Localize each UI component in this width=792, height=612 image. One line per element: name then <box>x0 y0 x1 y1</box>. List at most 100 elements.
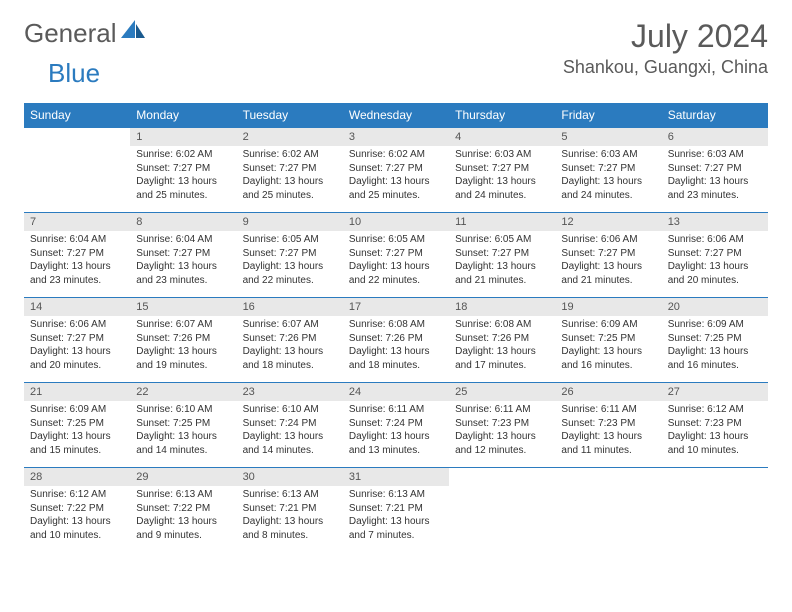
daylight-line: Daylight: 13 hours and 18 minutes. <box>243 345 337 372</box>
day-number-cell: 16 <box>237 298 343 317</box>
daylight-line: Daylight: 13 hours and 22 minutes. <box>243 260 337 287</box>
day-header: Thursday <box>449 103 555 128</box>
day-header: Sunday <box>24 103 130 128</box>
sunrise-line: Sunrise: 6:06 AM <box>561 233 655 247</box>
day-number-row: 28293031 <box>24 468 768 487</box>
daylight-line: Daylight: 13 hours and 25 minutes. <box>136 175 230 202</box>
day-body-cell: Sunrise: 6:06 AMSunset: 7:27 PMDaylight:… <box>24 316 130 383</box>
logo-text-blue: Blue <box>48 58 100 89</box>
day-number-cell: 25 <box>449 383 555 402</box>
sunset-line: Sunset: 7:24 PM <box>243 417 337 431</box>
day-number-cell: 27 <box>662 383 768 402</box>
sunset-line: Sunset: 7:27 PM <box>349 162 443 176</box>
day-body-cell <box>662 486 768 552</box>
sunset-line: Sunset: 7:25 PM <box>668 332 762 346</box>
daylight-line: Daylight: 13 hours and 23 minutes. <box>136 260 230 287</box>
daylight-line: Daylight: 13 hours and 7 minutes. <box>349 515 443 542</box>
day-header: Friday <box>555 103 661 128</box>
day-number-cell <box>449 468 555 487</box>
sunrise-line: Sunrise: 6:08 AM <box>349 318 443 332</box>
daylight-line: Daylight: 13 hours and 15 minutes. <box>30 430 124 457</box>
sunset-line: Sunset: 7:27 PM <box>243 247 337 261</box>
sunrise-line: Sunrise: 6:03 AM <box>561 148 655 162</box>
sunset-line: Sunset: 7:22 PM <box>30 502 124 516</box>
day-body-cell: Sunrise: 6:08 AMSunset: 7:26 PMDaylight:… <box>449 316 555 383</box>
sunset-line: Sunset: 7:27 PM <box>455 247 549 261</box>
sunrise-line: Sunrise: 6:13 AM <box>136 488 230 502</box>
day-body-cell: Sunrise: 6:13 AMSunset: 7:21 PMDaylight:… <box>237 486 343 552</box>
sunrise-line: Sunrise: 6:09 AM <box>30 403 124 417</box>
day-header: Tuesday <box>237 103 343 128</box>
day-body-row: Sunrise: 6:12 AMSunset: 7:22 PMDaylight:… <box>24 486 768 552</box>
daylight-line: Daylight: 13 hours and 9 minutes. <box>136 515 230 542</box>
day-number-cell: 3 <box>343 128 449 147</box>
sunrise-line: Sunrise: 6:02 AM <box>349 148 443 162</box>
sunset-line: Sunset: 7:27 PM <box>561 162 655 176</box>
daylight-line: Daylight: 13 hours and 20 minutes. <box>668 260 762 287</box>
day-body-cell: Sunrise: 6:06 AMSunset: 7:27 PMDaylight:… <box>555 231 661 298</box>
calendar-table: SundayMondayTuesdayWednesdayThursdayFrid… <box>24 103 768 552</box>
day-body-cell: Sunrise: 6:03 AMSunset: 7:27 PMDaylight:… <box>555 146 661 213</box>
day-number-cell: 11 <box>449 213 555 232</box>
day-number-cell: 21 <box>24 383 130 402</box>
sunrise-line: Sunrise: 6:09 AM <box>561 318 655 332</box>
daylight-line: Daylight: 13 hours and 25 minutes. <box>243 175 337 202</box>
day-number-cell: 28 <box>24 468 130 487</box>
day-number-cell: 4 <box>449 128 555 147</box>
day-number-cell: 14 <box>24 298 130 317</box>
day-body-cell: Sunrise: 6:09 AMSunset: 7:25 PMDaylight:… <box>24 401 130 468</box>
daylight-line: Daylight: 13 hours and 18 minutes. <box>349 345 443 372</box>
day-body-row: Sunrise: 6:02 AMSunset: 7:27 PMDaylight:… <box>24 146 768 213</box>
daylight-line: Daylight: 13 hours and 25 minutes. <box>349 175 443 202</box>
logo: General <box>24 18 147 49</box>
day-number-cell <box>555 468 661 487</box>
day-body-cell: Sunrise: 6:10 AMSunset: 7:24 PMDaylight:… <box>237 401 343 468</box>
day-body-row: Sunrise: 6:06 AMSunset: 7:27 PMDaylight:… <box>24 316 768 383</box>
day-body-row: Sunrise: 6:04 AMSunset: 7:27 PMDaylight:… <box>24 231 768 298</box>
sunrise-line: Sunrise: 6:04 AM <box>30 233 124 247</box>
daylight-line: Daylight: 13 hours and 16 minutes. <box>561 345 655 372</box>
sunrise-line: Sunrise: 6:11 AM <box>349 403 443 417</box>
day-body-cell: Sunrise: 6:13 AMSunset: 7:22 PMDaylight:… <box>130 486 236 552</box>
day-body-cell: Sunrise: 6:04 AMSunset: 7:27 PMDaylight:… <box>130 231 236 298</box>
day-body-cell: Sunrise: 6:12 AMSunset: 7:22 PMDaylight:… <box>24 486 130 552</box>
day-header: Wednesday <box>343 103 449 128</box>
daylight-line: Daylight: 13 hours and 23 minutes. <box>30 260 124 287</box>
sunset-line: Sunset: 7:27 PM <box>349 247 443 261</box>
sunrise-line: Sunrise: 6:05 AM <box>349 233 443 247</box>
sunrise-line: Sunrise: 6:06 AM <box>668 233 762 247</box>
day-body-cell: Sunrise: 6:05 AMSunset: 7:27 PMDaylight:… <box>237 231 343 298</box>
day-number-cell: 5 <box>555 128 661 147</box>
day-body-row: Sunrise: 6:09 AMSunset: 7:25 PMDaylight:… <box>24 401 768 468</box>
sunrise-line: Sunrise: 6:09 AM <box>668 318 762 332</box>
daylight-line: Daylight: 13 hours and 14 minutes. <box>243 430 337 457</box>
day-number-cell: 24 <box>343 383 449 402</box>
location: Shankou, Guangxi, China <box>563 57 768 78</box>
day-body-cell: Sunrise: 6:07 AMSunset: 7:26 PMDaylight:… <box>237 316 343 383</box>
sunset-line: Sunset: 7:22 PM <box>136 502 230 516</box>
daylight-line: Daylight: 13 hours and 16 minutes. <box>668 345 762 372</box>
sunset-line: Sunset: 7:26 PM <box>243 332 337 346</box>
sunrise-line: Sunrise: 6:12 AM <box>668 403 762 417</box>
day-number-cell: 26 <box>555 383 661 402</box>
sunset-line: Sunset: 7:27 PM <box>136 162 230 176</box>
sunrise-line: Sunrise: 6:10 AM <box>136 403 230 417</box>
daylight-line: Daylight: 13 hours and 22 minutes. <box>349 260 443 287</box>
day-number-cell: 2 <box>237 128 343 147</box>
day-body-cell <box>449 486 555 552</box>
day-body-cell: Sunrise: 6:08 AMSunset: 7:26 PMDaylight:… <box>343 316 449 383</box>
daylight-line: Daylight: 13 hours and 8 minutes. <box>243 515 337 542</box>
day-body-cell: Sunrise: 6:05 AMSunset: 7:27 PMDaylight:… <box>343 231 449 298</box>
day-number-cell: 10 <box>343 213 449 232</box>
day-number-cell: 30 <box>237 468 343 487</box>
day-number-cell <box>24 128 130 147</box>
day-number-cell: 6 <box>662 128 768 147</box>
sunrise-line: Sunrise: 6:02 AM <box>136 148 230 162</box>
day-body-cell: Sunrise: 6:12 AMSunset: 7:23 PMDaylight:… <box>662 401 768 468</box>
logo-text-general: General <box>24 18 117 49</box>
day-body-cell: Sunrise: 6:04 AMSunset: 7:27 PMDaylight:… <box>24 231 130 298</box>
day-number-row: 78910111213 <box>24 213 768 232</box>
sunset-line: Sunset: 7:27 PM <box>668 162 762 176</box>
sunrise-line: Sunrise: 6:06 AM <box>30 318 124 332</box>
day-number-cell: 18 <box>449 298 555 317</box>
